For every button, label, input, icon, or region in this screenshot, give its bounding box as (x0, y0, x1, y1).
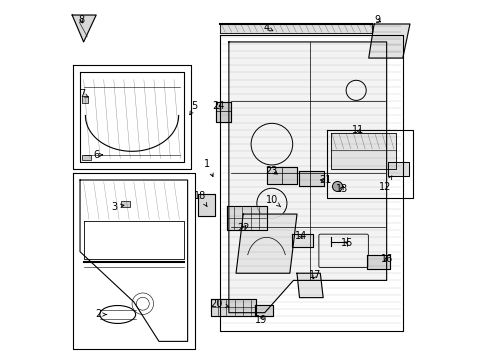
Polygon shape (368, 24, 410, 58)
Text: 3: 3 (111, 202, 124, 212)
Text: 16: 16 (381, 254, 393, 264)
Polygon shape (267, 167, 297, 184)
Text: 23: 23 (266, 166, 278, 176)
Text: 20: 20 (210, 299, 229, 309)
Text: 18: 18 (194, 191, 207, 206)
Text: 6: 6 (93, 150, 102, 160)
Text: 5: 5 (190, 102, 198, 115)
Text: 21: 21 (319, 175, 332, 185)
Text: 9: 9 (375, 15, 381, 26)
Polygon shape (297, 273, 323, 298)
Text: 19: 19 (255, 315, 267, 325)
Polygon shape (198, 194, 215, 216)
Text: 22: 22 (237, 224, 249, 233)
Text: 2: 2 (95, 310, 107, 319)
Bar (122, 201, 130, 207)
Polygon shape (229, 42, 387, 313)
Bar (82, 96, 88, 103)
Polygon shape (72, 15, 96, 42)
Polygon shape (220, 24, 372, 33)
Bar (82, 155, 91, 160)
Polygon shape (331, 134, 395, 169)
Polygon shape (255, 305, 273, 316)
Text: 24: 24 (212, 102, 224, 112)
Text: 13: 13 (336, 184, 348, 194)
Polygon shape (367, 255, 390, 269)
Text: 12: 12 (379, 176, 392, 192)
Text: 11: 11 (352, 125, 364, 135)
Text: 10: 10 (266, 195, 281, 207)
Text: 1: 1 (204, 159, 213, 177)
Polygon shape (389, 162, 409, 176)
Polygon shape (236, 214, 297, 273)
Text: 4: 4 (264, 23, 273, 33)
Polygon shape (211, 299, 256, 316)
Polygon shape (227, 206, 267, 230)
Polygon shape (292, 234, 313, 247)
Circle shape (333, 181, 343, 192)
Text: 7: 7 (79, 89, 88, 99)
Polygon shape (216, 102, 231, 122)
Polygon shape (299, 171, 324, 186)
Text: 17: 17 (309, 270, 321, 280)
Text: 15: 15 (341, 238, 353, 248)
Text: 8: 8 (79, 15, 85, 26)
Text: 14: 14 (294, 231, 307, 240)
